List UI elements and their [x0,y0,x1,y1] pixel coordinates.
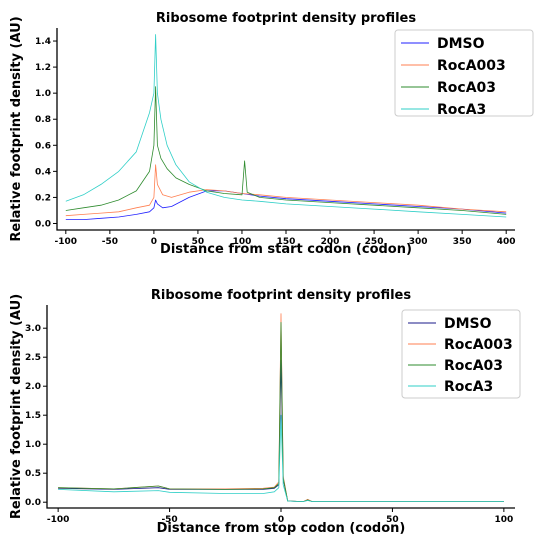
axes [46,305,515,509]
y-axis-label: Relative footprint density (AU) [9,16,24,241]
x-tick-label: -50 [161,515,177,525]
x-tick-label: -100 [47,515,70,525]
axes [56,28,515,231]
y-tick-label: 2.0 [25,382,41,392]
y-tick-label: 1.5 [25,411,41,421]
chart-title: Ribosome footprint density profiles [156,11,417,26]
legend-box [394,29,534,117]
x-tick-label: 100 [494,515,513,525]
legend-label: RocA3 [437,102,486,118]
x-tick-label: 100 [233,237,252,247]
legend: DMSO RocA003 RocA03 RocA3 [401,309,521,399]
x-tick-label: 150 [277,237,296,247]
chart-1: Ribosome footprint density profiles -100 -… [9,11,534,257]
series-line-roca3 [58,414,504,502]
x-tick-label: 50 [192,237,205,247]
series-line-roca3 [65,34,507,218]
x-tick-label: 400 [497,237,516,247]
legend-box [401,309,521,399]
legend: DMSO RocA003 RocA03 RocA3 [394,29,534,118]
legend-label: RocA03 [444,358,503,374]
chart-title: Ribosome footprint density profiles [151,288,412,303]
legend-label: RocA003 [444,337,513,353]
x-tick-label: 300 [409,237,428,247]
y-tick-label: 0.2 [35,193,51,203]
x-axis-label: Distance from stop codon (codon) [157,521,406,536]
legend-label: RocA3 [444,379,493,395]
x-tick-label: 0 [151,237,157,247]
x-tick-label: 200 [321,237,340,247]
series-line-roca003 [65,164,507,217]
y-tick-label: 0.0 [25,498,41,508]
series-line-roca03 [65,86,507,215]
legend-label: DMSO [437,36,485,52]
x-tick-label: -50 [102,237,118,247]
x-tick-label: 50 [386,515,399,525]
y-tick-label: 0.6 [35,141,51,151]
y-tick-label: 0.0 [35,219,51,229]
y-tick-label: 0.4 [35,167,51,177]
legend-label: RocA03 [437,80,496,96]
series-line-dmso [65,190,507,220]
x-axis-label: Distance from start codon (codon) [160,242,412,257]
y-tick-label: 0.5 [25,469,41,479]
x-tick-label: 0 [278,515,284,525]
y-tick-label: 2.5 [25,353,41,363]
y-tick-label: 1.4 [35,37,51,47]
y-tick-label: 1.0 [35,89,51,99]
y-tick-label: 0.8 [35,115,51,125]
chart-2: Ribosome footprint density profiles -100 -… [9,288,521,536]
legend-label: DMSO [444,316,492,332]
y-tick-label: 1.0 [25,440,41,450]
legend-label: RocA003 [437,58,506,74]
x-tick-label: 350 [453,237,472,247]
y-tick-label: 3.0 [25,324,41,334]
x-tick-label: 250 [365,237,384,247]
x-tick-label: -100 [55,237,78,247]
y-tick-label: 1.2 [35,63,51,73]
y-axis-label: Relative footprint density (AU) [9,294,24,519]
